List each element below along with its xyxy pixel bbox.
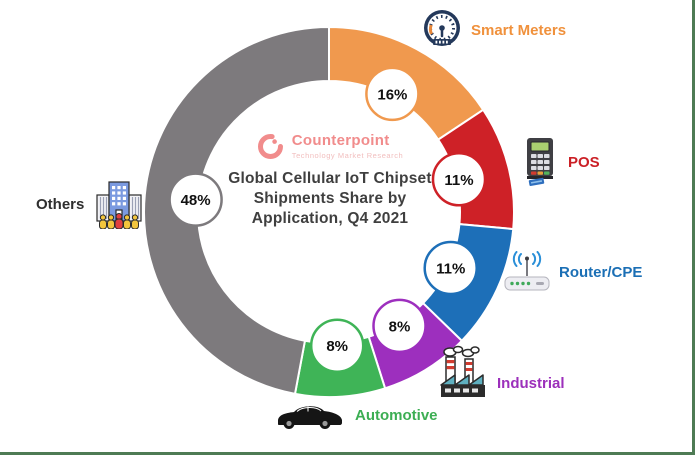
car-icon — [278, 406, 342, 429]
percent-bubble-industrial: 8% — [372, 298, 427, 354]
percent-label: 8% — [326, 338, 348, 355]
percent-bubble-pos: 11% — [431, 152, 487, 207]
percent-bubble-automotive: 8% — [309, 318, 365, 373]
router-icon — [504, 251, 550, 291]
percent-bubble-router-cpe: 11% — [423, 240, 478, 296]
percent-label: 11% — [444, 172, 473, 189]
legend-label-router-cpe: Router/CPE — [559, 263, 643, 281]
donut-segment-others[interactable] — [143, 25, 330, 396]
counterpoint-logo: Counterpoint Technology Market Research — [199, 133, 461, 160]
legend-label-industrial: Industrial — [497, 375, 565, 392]
chart-title: Global Cellular IoT Chipset Shipments Sh… — [199, 169, 461, 229]
legend-label-smart-meters: Smart Meters — [471, 21, 567, 39]
chart-title-line-1: Global Cellular IoT Chipset — [228, 170, 432, 187]
percent-bubble-others: 48% — [168, 172, 223, 227]
counterpoint-logo-icon — [257, 134, 283, 159]
legend-label-automotive: Automotive — [355, 406, 438, 424]
percent-label: 48% — [181, 192, 211, 209]
frame-border-bottom — [0, 452, 695, 455]
pos-terminal-icon — [527, 138, 553, 187]
gauge-icon — [424, 10, 460, 46]
chart-title-line-3: Application, Q4 2021 — [251, 210, 409, 227]
legend-item-others: Others — [36, 179, 144, 229]
legend-label-others: Others — [36, 195, 85, 213]
chart-title-line-2: Shipments Share by — [253, 190, 407, 207]
factory-icon — [440, 345, 485, 397]
percent-label: 8% — [389, 318, 411, 335]
chart-center-block: Counterpoint Technology Market Research … — [199, 133, 461, 229]
brand-tagline: Technology Market Research — [291, 151, 404, 160]
legend-item-smart-meters: Smart Meters — [423, 8, 566, 52]
percent-bubble-smart-meters: 16% — [365, 66, 420, 122]
legend-label-pos: POS — [568, 153, 600, 171]
brand-name: Counterpoint — [291, 132, 390, 149]
legend-item-router-cpe: Router/CPE — [503, 251, 642, 293]
legend-item-industrial: Industrial — [437, 345, 565, 399]
percent-label: 11% — [436, 261, 465, 278]
building-crowd-icon — [96, 181, 142, 229]
frame-border-right — [692, 0, 695, 455]
percent-label: 16% — [377, 86, 407, 103]
legend-item-automotive: Automotive — [275, 399, 438, 431]
legend-item-pos: POS — [524, 137, 600, 187]
